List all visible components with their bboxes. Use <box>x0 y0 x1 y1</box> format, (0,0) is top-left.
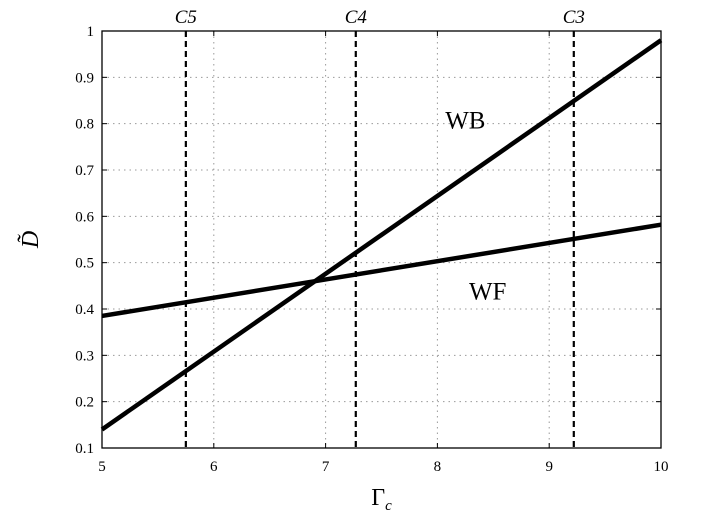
y-tick-label: 0.1 <box>75 441 94 457</box>
x-tick-label: 7 <box>322 459 330 475</box>
series-label: WF <box>469 279 507 306</box>
grid-layer <box>102 31 661 448</box>
x-axis-label-base: Γ <box>371 485 385 511</box>
y-tick-label: 0.5 <box>75 256 94 272</box>
plot-area-frame <box>101 30 662 449</box>
y-tick-label: 1 <box>87 24 95 40</box>
y-axis-label: D̃ <box>17 231 44 249</box>
y-tick-label: 0.6 <box>75 209 94 225</box>
x-tick-label: 6 <box>210 459 218 475</box>
series-line <box>100 38 663 432</box>
reference-lines <box>184 31 575 448</box>
vertical-line-label: C5 <box>175 7 197 28</box>
tick-layer: 5 6 7 8 9 10 0.1 0.2 0.3 0.4 0.5 0.6 0.7 0.8 0.9 1 <box>75 24 668 475</box>
vertical-line-label: C4 <box>345 7 368 28</box>
y-tick-label: 0.4 <box>75 302 94 318</box>
y-tick-label: 0.7 <box>75 163 94 179</box>
y-tick-label: 0.8 <box>75 117 94 133</box>
y-tick-label: 0.2 <box>75 395 94 411</box>
series-layer <box>100 38 663 432</box>
x-tick-label: 5 <box>98 459 106 475</box>
series-line <box>101 222 662 319</box>
x-tick-label: 10 <box>654 459 669 475</box>
x-axis-label-subscript: c <box>385 498 392 514</box>
y-tick-label: 0.9 <box>75 70 94 86</box>
x-tick-label: 9 <box>545 459 553 475</box>
series-label: WB <box>445 107 485 134</box>
x-tick-label: 8 <box>434 459 442 475</box>
label-layer: C5 C4 C3 WB WF <box>175 7 585 306</box>
vertical-line-label: C3 <box>563 7 585 28</box>
x-axis-label: Γc <box>371 485 392 514</box>
y-tick-label: 0.3 <box>75 348 94 364</box>
